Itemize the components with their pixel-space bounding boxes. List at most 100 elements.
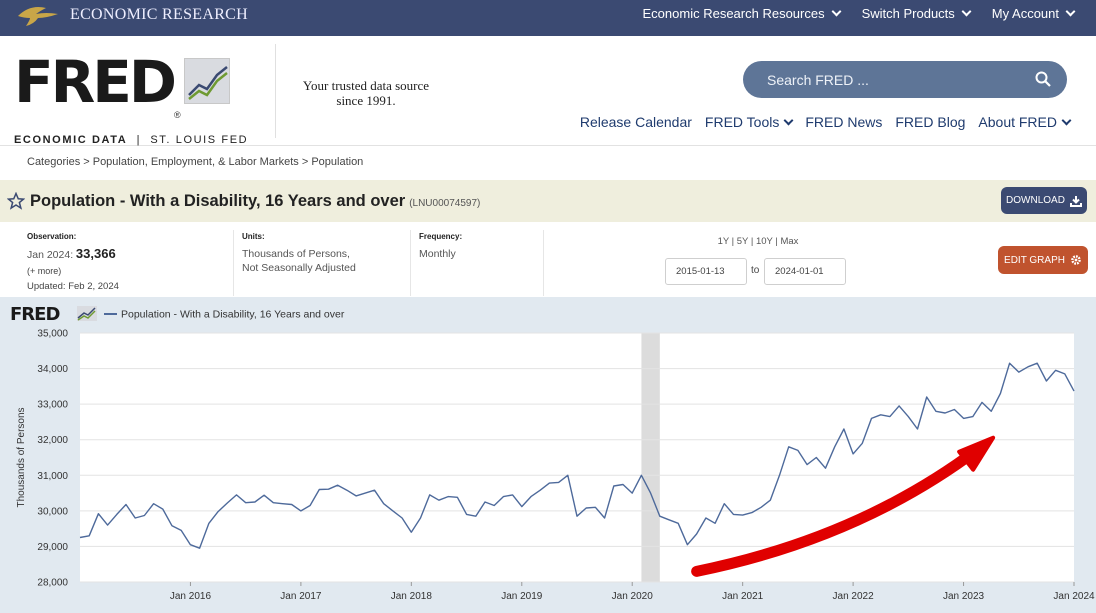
logo-subtitle: ECONOMIC DATA | ST. LOUIS FED	[14, 134, 249, 146]
y-tick-label: 31,000	[37, 471, 68, 482]
edit-graph-button[interactable]: EDIT GRAPH	[998, 246, 1088, 274]
resources-menu-label: Economic Research Resources	[642, 6, 825, 21]
y-tick-label: 30,000	[37, 506, 68, 517]
chevron-down-icon	[1065, 6, 1076, 17]
logo-sub-bold: ECONOMIC DATA	[14, 134, 128, 146]
annotation-arrow-shaft	[691, 444, 983, 577]
units-line-2: Not Seasonally Adjusted	[242, 262, 356, 274]
search-placeholder: Search FRED ...	[767, 71, 869, 88]
series-code: (LNU00074597)	[409, 198, 481, 209]
switch-products-menu[interactable]: Switch Products	[861, 6, 972, 21]
observation-label: Observation:	[27, 232, 77, 241]
annotation-arrow-head	[957, 435, 996, 472]
units-block: Units: Thousands of Persons, Not Seasona…	[242, 230, 356, 275]
meta-divider	[543, 230, 544, 296]
units-label: Units:	[242, 232, 265, 241]
x-tick-label: Jan 2016	[170, 591, 212, 602]
more-observations-link[interactable]: (+ more)	[27, 266, 62, 276]
end-date-input[interactable]: 2024-01-01	[764, 258, 846, 285]
release-calendar-label: Release Calendar	[579, 114, 692, 130]
economic-research-link[interactable]: ECONOMIC RESEARCH	[16, 0, 248, 30]
resources-menu[interactable]: Economic Research Resources	[642, 6, 842, 21]
x-tick-label: Jan 2019	[501, 591, 543, 602]
range-selector[interactable]: 1Y | 5Y | 10Y | Max	[717, 236, 799, 247]
switch-products-label: Switch Products	[861, 6, 955, 21]
fred-tools-menu[interactable]: FRED Tools	[704, 114, 794, 130]
plot-area	[80, 333, 1074, 582]
fred-blog-link[interactable]: FRED Blog	[895, 114, 965, 130]
series-title-text: Population - With a Disability, 16 Years…	[30, 192, 406, 210]
main-nav: Release Calendar FRED Tools FRED News FR…	[580, 114, 1072, 130]
registered-mark: ®	[174, 110, 181, 120]
y-tick-label: 32,000	[37, 435, 68, 446]
series-line	[79, 362, 1075, 549]
star-icon[interactable]	[7, 192, 25, 210]
release-calendar-link[interactable]: Release Calendar	[580, 114, 692, 130]
recession-band	[641, 333, 660, 582]
graph-panel: FRED Population - With a Disability, 16 …	[0, 297, 1096, 613]
x-tick-label: Jan 2024	[1053, 591, 1095, 602]
chart-brand: FRED	[10, 304, 59, 325]
y-tick-label: 28,000	[37, 578, 68, 589]
logo-chart-icon	[184, 58, 230, 104]
my-account-label: My Account	[991, 6, 1059, 21]
fred-logo[interactable]: FRED ® ECONOMIC DATA | ST. LOUIS FED	[14, 48, 247, 146]
breadcrumb[interactable]: Categories > Population, Employment, & L…	[27, 156, 364, 168]
units-line-1: Thousands of Persons,	[242, 248, 350, 260]
frequency-label: Frequency:	[419, 232, 463, 241]
fred-news-label: FRED News	[805, 114, 883, 130]
updated-date: Updated: Feb 2, 2024	[27, 281, 119, 292]
meta-divider	[410, 230, 411, 296]
x-tick-label: Jan 2023	[943, 591, 985, 602]
fred-news-link[interactable]: FRED News	[805, 114, 882, 130]
observation-date: Jan 2024:	[27, 249, 74, 261]
chevron-down-icon	[831, 6, 842, 17]
x-tick-label: Jan 2017	[280, 591, 322, 602]
legend-label: Population - With a Disability, 16 Years…	[121, 309, 345, 321]
search-icon[interactable]	[1035, 71, 1051, 87]
y-tick-label: 29,000	[37, 542, 68, 553]
chevron-down-icon	[783, 115, 794, 125]
start-date-input[interactable]: 2015-01-13	[665, 258, 747, 285]
x-tick-label: Jan 2018	[391, 591, 433, 602]
about-fred-menu[interactable]: About FRED	[978, 114, 1072, 130]
frequency-value: Monthly	[419, 248, 456, 260]
date-to-label: to	[751, 265, 760, 276]
fred-blog-label: FRED Blog	[895, 114, 966, 130]
meta-divider	[233, 230, 234, 296]
logo-sub-rest: ST. LOUIS FED	[150, 134, 249, 146]
fred-tools-label: FRED Tools	[704, 114, 780, 130]
observation-block: Observation: Jan 2024: 33,366 (+ more) U…	[27, 230, 119, 294]
top-bar: ECONOMIC RESEARCH Economic Research Reso…	[0, 0, 1096, 36]
line-chart: FRED Population - With a Disability, 16 …	[10, 304, 1095, 603]
chevron-down-icon	[1061, 115, 1072, 125]
gear-icon	[1071, 255, 1081, 265]
y-tick-label: 33,000	[37, 400, 68, 411]
x-tick-label: Jan 2021	[722, 591, 764, 602]
eagle-icon	[18, 7, 58, 26]
y-tick-label: 34,000	[37, 364, 68, 375]
series-title-band: Population - With a Disability, 16 Years…	[0, 180, 1096, 222]
chevron-down-icon	[961, 6, 972, 17]
header-divider	[275, 44, 276, 138]
about-fred-label: About FRED	[978, 114, 1057, 130]
x-tick-label: Jan 2020	[612, 591, 654, 602]
plot-layer: 28,000 29,000 30,000 31,000 32,000 33,000 34,0…	[16, 329, 1095, 603]
tagline-line-1: Your trusted data source	[302, 78, 430, 93]
y-axis-label: Thousands of Persons	[16, 407, 27, 507]
header: FRED ® ECONOMIC DATA | ST. LOUIS FED You…	[0, 36, 1096, 146]
tagline-line-2: since 1991.	[336, 93, 396, 108]
my-account-menu[interactable]: My Account	[991, 6, 1076, 21]
observation-value: 33,366	[75, 246, 116, 261]
search-input[interactable]: Search FRED ...	[743, 61, 1067, 98]
download-icon	[1069, 195, 1082, 207]
x-tick-label: Jan 2022	[833, 591, 875, 602]
series-title: Population - With a Disability, 16 Years…	[30, 192, 480, 211]
y-tick-label: 35,000	[37, 329, 68, 340]
logo-word: FRED	[14, 48, 177, 116]
download-label: DOWNLOAD	[1006, 195, 1065, 206]
org-name: ECONOMIC RESEARCH	[70, 6, 249, 23]
chart-brand-icon	[77, 306, 97, 321]
download-button[interactable]: DOWNLOAD	[1001, 187, 1087, 214]
top-nav: Economic Research Resources Switch Produ…	[642, 6, 1076, 21]
